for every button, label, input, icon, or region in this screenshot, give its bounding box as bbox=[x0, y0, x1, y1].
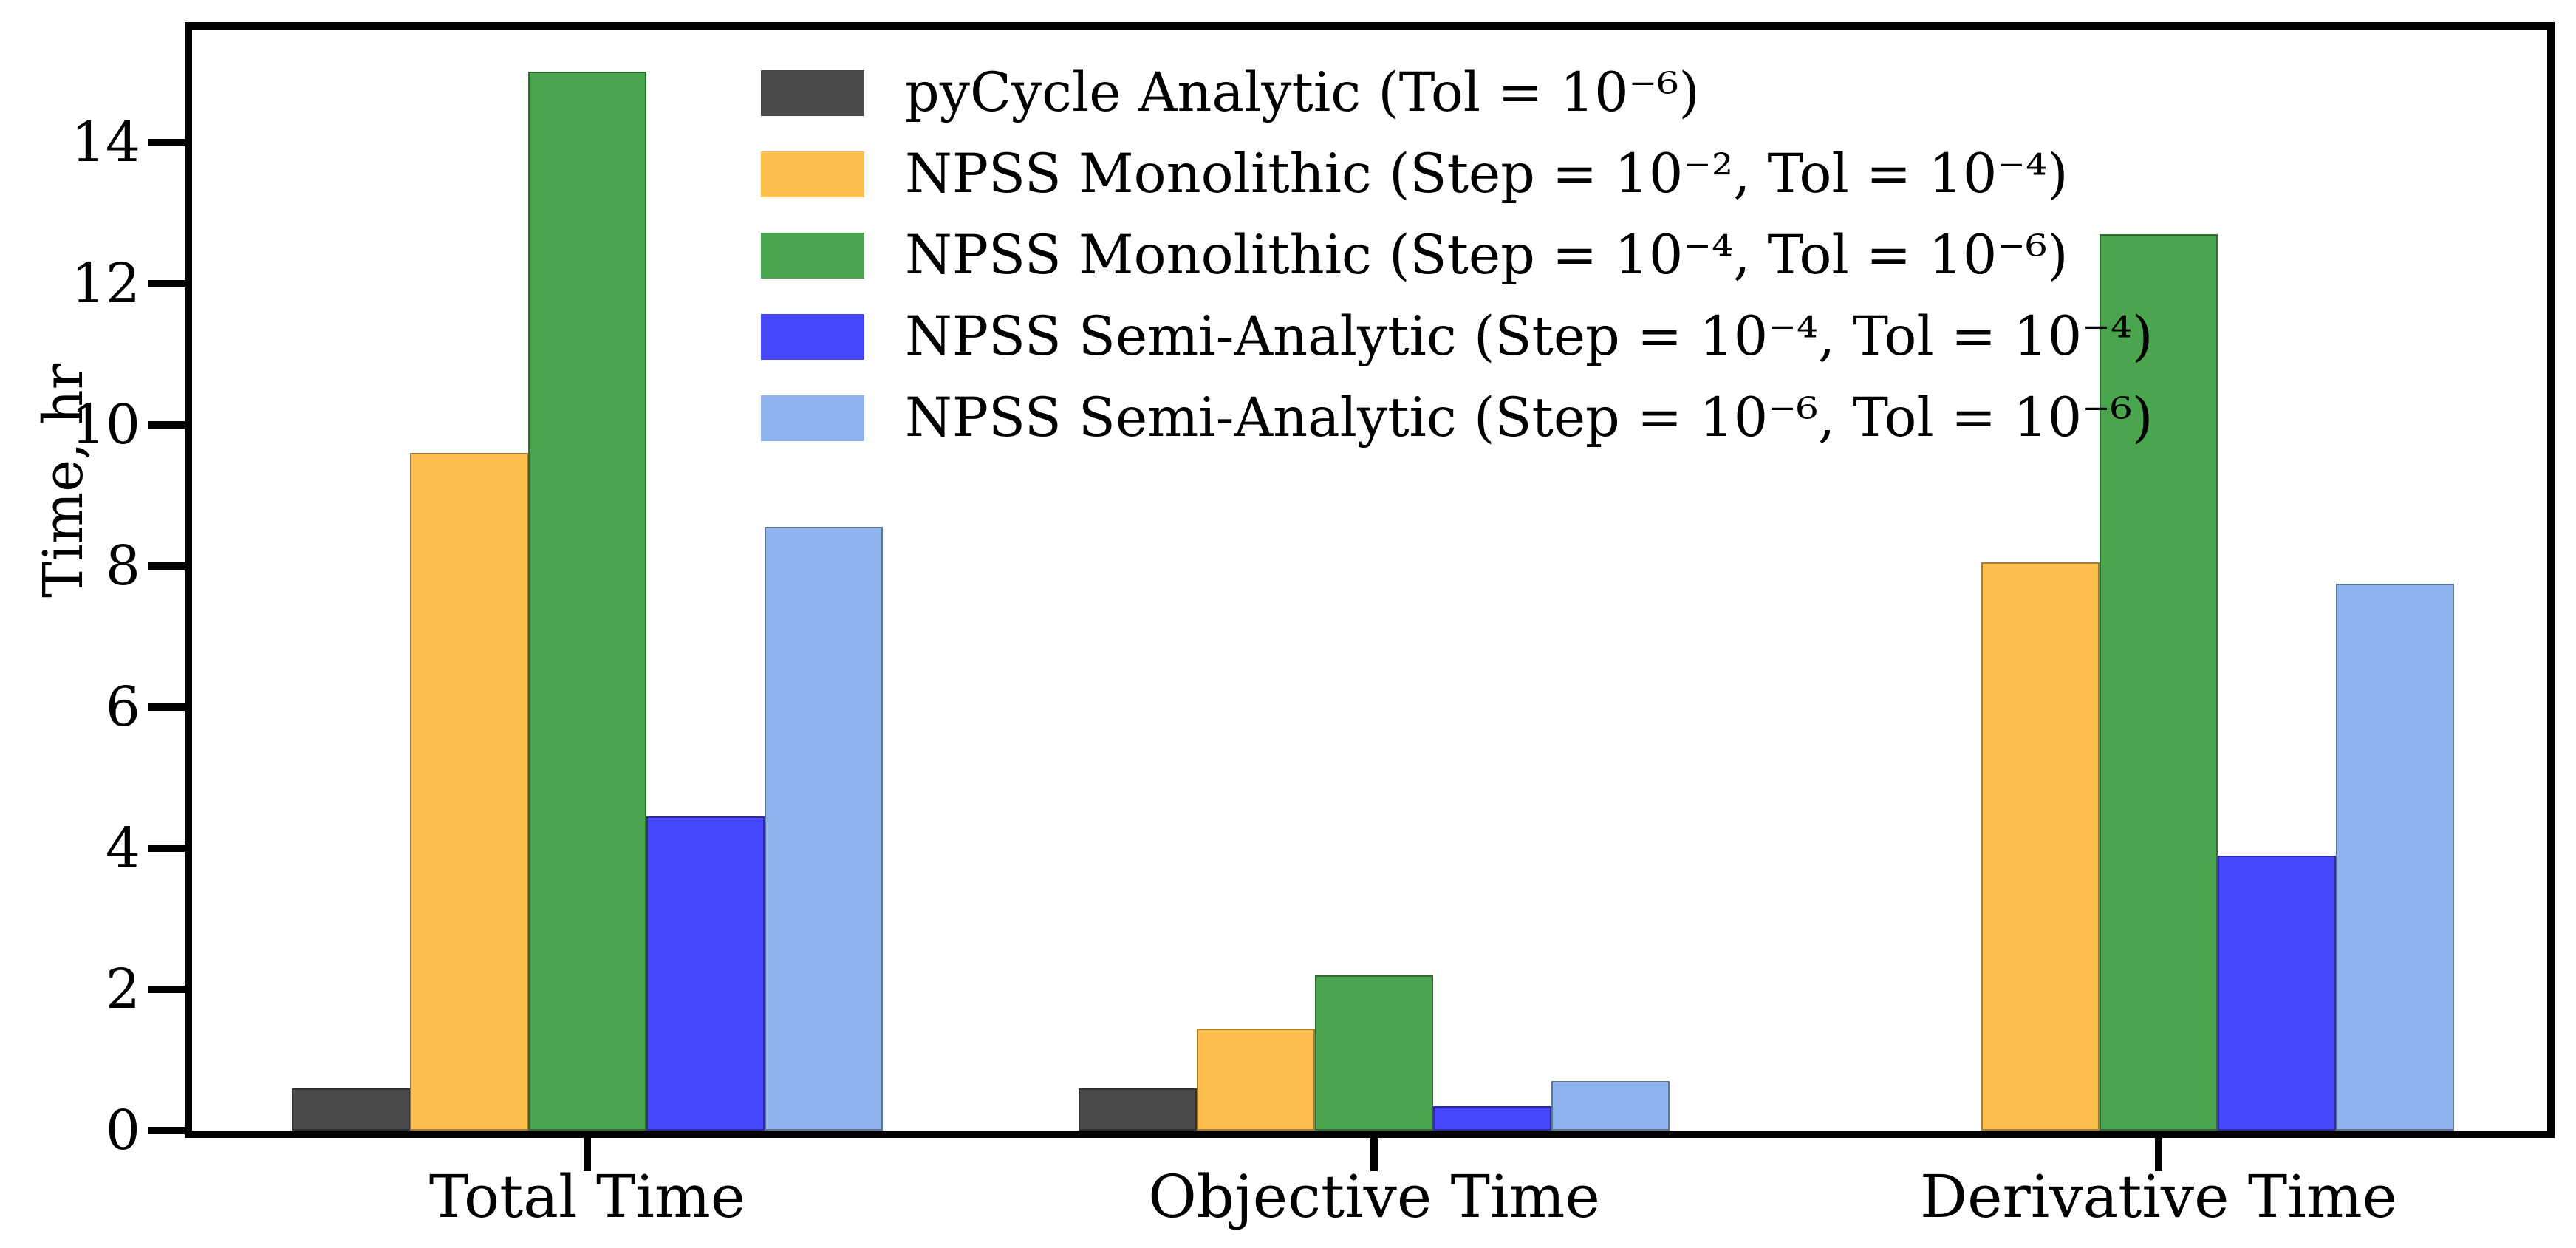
legend-label: NPSS Monolithic (Step = 10⁻², Tol = 10⁻⁴… bbox=[905, 143, 2068, 205]
legend-label: NPSS Semi-Analytic (Step = 10⁻⁴, Tol = 1… bbox=[905, 305, 2153, 368]
y-tick-mark bbox=[148, 844, 185, 852]
y-tick-label: 10 bbox=[70, 392, 140, 457]
bar bbox=[1315, 975, 1433, 1131]
bar bbox=[528, 72, 646, 1131]
y-tick-mark bbox=[148, 562, 185, 570]
y-tick-label: 4 bbox=[105, 816, 140, 880]
legend-swatch bbox=[761, 70, 864, 116]
bar bbox=[646, 816, 765, 1131]
y-tick-mark bbox=[148, 138, 185, 146]
legend-label: NPSS Semi-Analytic (Step = 10⁻⁶, Tol = 1… bbox=[905, 386, 2153, 449]
y-tick-label: 12 bbox=[70, 251, 140, 316]
x-tick-mark bbox=[1370, 1138, 1378, 1171]
y-tick-label: 14 bbox=[70, 110, 140, 174]
y-tick-mark bbox=[148, 1127, 185, 1134]
y-tick-label: 8 bbox=[105, 533, 140, 598]
y-tick-label: 6 bbox=[105, 675, 140, 739]
bar bbox=[1551, 1081, 1670, 1131]
y-tick-mark bbox=[148, 279, 185, 287]
legend-swatch bbox=[761, 395, 864, 441]
legend-swatch bbox=[761, 314, 864, 360]
bar bbox=[1433, 1105, 1551, 1131]
y-tick-mark bbox=[148, 420, 185, 429]
bar bbox=[2336, 583, 2454, 1131]
x-tick-mark bbox=[2155, 1138, 2162, 1171]
x-tick-mark bbox=[584, 1138, 591, 1171]
y-tick-label: 0 bbox=[105, 1099, 140, 1162]
legend-label: pyCycle Analytic (Tol = 10⁻⁶) bbox=[905, 61, 1700, 124]
legend-label: NPSS Monolithic (Step = 10⁻⁴, Tol = 10⁻⁶… bbox=[905, 224, 2068, 287]
bar bbox=[1981, 562, 2100, 1131]
y-tick-label: 2 bbox=[105, 957, 140, 1021]
legend-swatch bbox=[761, 233, 864, 279]
bar bbox=[1079, 1088, 1197, 1131]
x-category-label: Objective Time bbox=[1148, 1162, 1600, 1231]
x-category-label: Derivative Time bbox=[1919, 1162, 2398, 1231]
bar bbox=[765, 527, 883, 1131]
bar bbox=[1197, 1028, 1315, 1131]
y-axis-label: Time, hr bbox=[32, 363, 95, 598]
x-category-label: Total Time bbox=[428, 1162, 746, 1231]
y-tick-mark bbox=[148, 985, 185, 993]
bar bbox=[410, 453, 528, 1131]
bar bbox=[292, 1088, 410, 1131]
y-tick-mark bbox=[148, 703, 185, 711]
bar bbox=[2218, 855, 2336, 1131]
bar bbox=[2100, 233, 2218, 1131]
legend-swatch bbox=[761, 151, 864, 197]
